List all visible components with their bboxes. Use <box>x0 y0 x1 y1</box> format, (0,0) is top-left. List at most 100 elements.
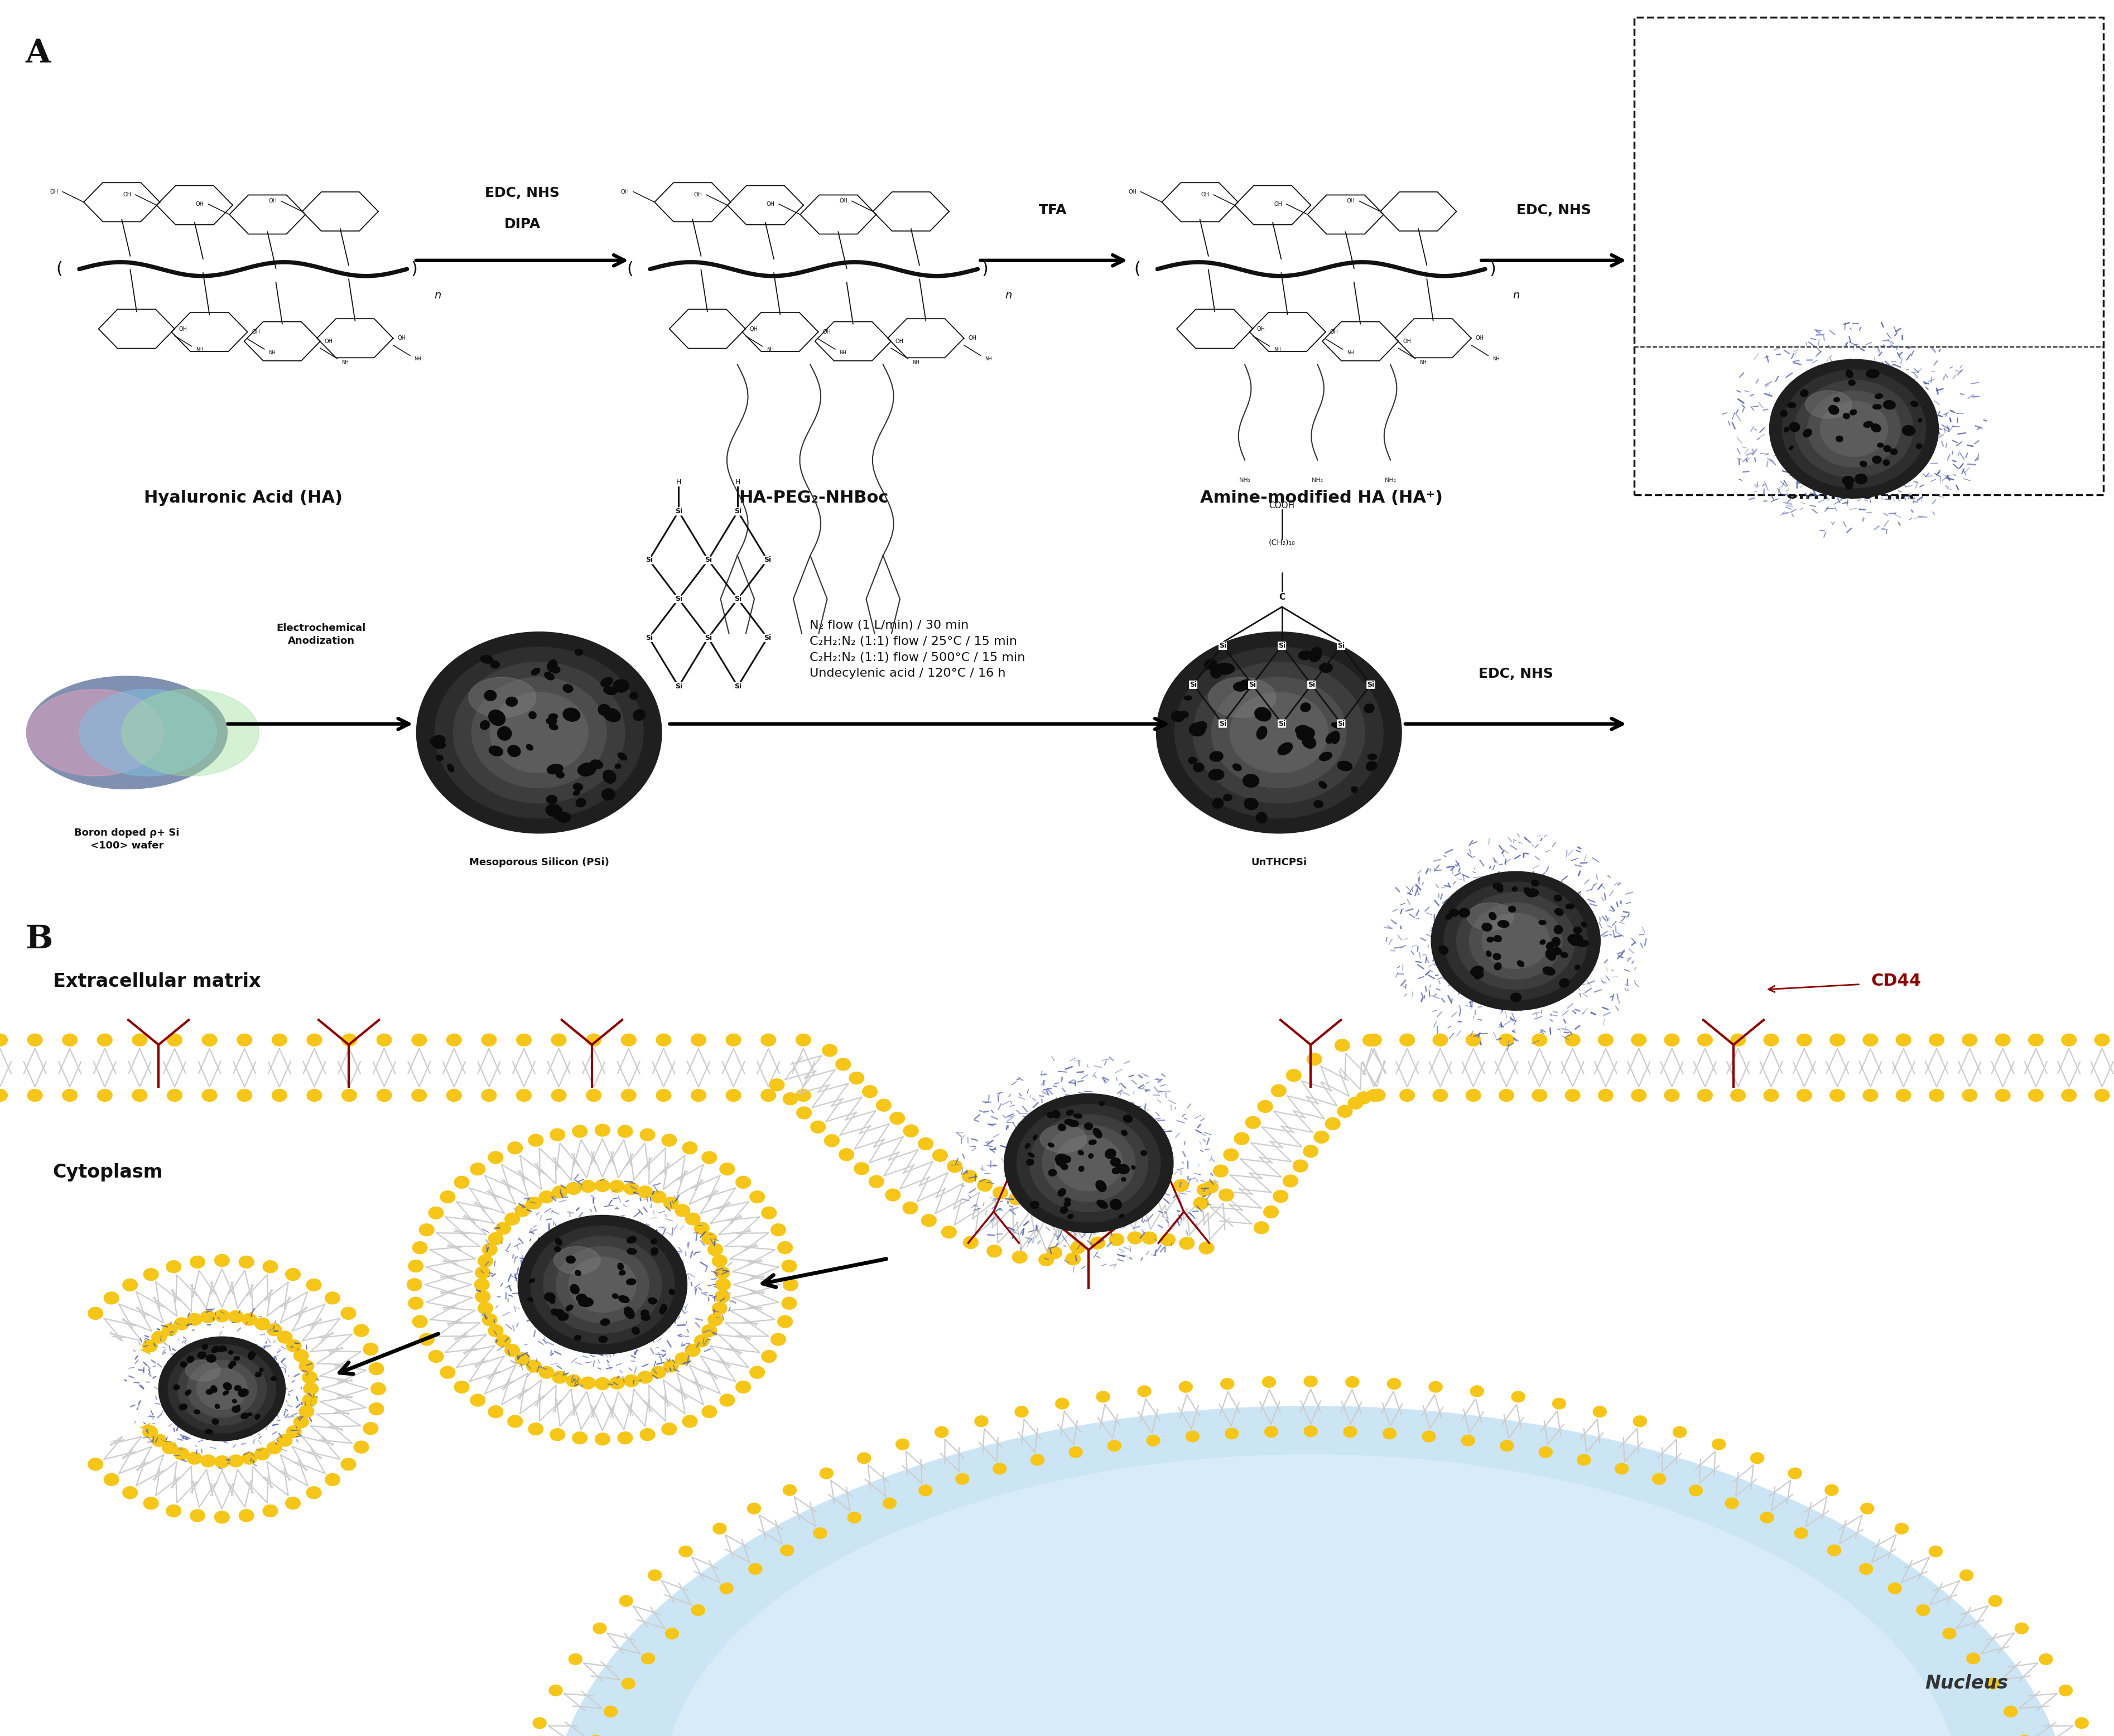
Circle shape <box>890 1113 905 1125</box>
Ellipse shape <box>435 755 444 760</box>
Circle shape <box>173 1318 188 1330</box>
Ellipse shape <box>1366 762 1376 771</box>
Circle shape <box>266 1323 281 1337</box>
Ellipse shape <box>228 1351 233 1354</box>
Ellipse shape <box>1446 915 1452 920</box>
Circle shape <box>285 1340 302 1352</box>
Circle shape <box>1334 1040 1349 1052</box>
Ellipse shape <box>1089 1153 1093 1158</box>
Ellipse shape <box>545 672 554 681</box>
Circle shape <box>455 1380 469 1394</box>
Ellipse shape <box>505 698 518 707</box>
Ellipse shape <box>598 1337 607 1342</box>
Circle shape <box>241 1451 258 1465</box>
Ellipse shape <box>1788 403 1797 408</box>
Text: n: n <box>435 290 442 300</box>
Ellipse shape <box>1884 460 1890 465</box>
Ellipse shape <box>556 771 564 778</box>
Circle shape <box>550 1686 562 1696</box>
Circle shape <box>298 1359 315 1373</box>
Circle shape <box>1731 1088 1746 1101</box>
Ellipse shape <box>1298 651 1313 660</box>
Ellipse shape <box>1131 1165 1135 1170</box>
Circle shape <box>795 1088 812 1101</box>
Ellipse shape <box>1197 722 1207 731</box>
Circle shape <box>452 661 626 804</box>
Circle shape <box>1533 1088 1547 1101</box>
Ellipse shape <box>1112 1168 1120 1174</box>
Circle shape <box>725 1035 740 1047</box>
Text: EDC, NHS: EDC, NHS <box>1478 667 1554 681</box>
Circle shape <box>370 1403 385 1415</box>
Circle shape <box>685 1344 700 1356</box>
Text: OH: OH <box>750 326 759 332</box>
Ellipse shape <box>1560 979 1569 988</box>
Circle shape <box>1097 1391 1110 1403</box>
Circle shape <box>586 1035 600 1047</box>
Ellipse shape <box>1884 446 1892 451</box>
Circle shape <box>440 1191 455 1203</box>
Text: NH: NH <box>1909 255 1915 260</box>
Ellipse shape <box>1055 1154 1068 1163</box>
Circle shape <box>617 1125 632 1137</box>
Circle shape <box>1987 1679 2000 1689</box>
Circle shape <box>285 1425 302 1437</box>
Circle shape <box>326 1292 340 1304</box>
Circle shape <box>408 1297 423 1309</box>
Text: TFA: TFA <box>1038 203 1068 217</box>
Ellipse shape <box>628 1236 636 1243</box>
Ellipse shape <box>1095 1180 1106 1191</box>
Circle shape <box>159 1337 285 1441</box>
Circle shape <box>896 1439 909 1450</box>
Circle shape <box>435 648 643 818</box>
Circle shape <box>1423 1430 1435 1443</box>
Ellipse shape <box>575 1335 581 1340</box>
Circle shape <box>956 1474 968 1484</box>
Circle shape <box>1632 1035 1647 1047</box>
Text: Si: Si <box>704 634 712 641</box>
Circle shape <box>778 1316 793 1328</box>
Ellipse shape <box>1518 960 1524 967</box>
Circle shape <box>133 1088 148 1101</box>
Circle shape <box>27 1088 42 1101</box>
Text: NH: NH <box>1492 356 1499 361</box>
Circle shape <box>835 1059 850 1071</box>
Text: ): ) <box>412 260 419 278</box>
Circle shape <box>1860 1564 1873 1575</box>
Text: OH: OH <box>1347 198 1355 203</box>
Ellipse shape <box>1192 762 1205 773</box>
Circle shape <box>778 1241 793 1253</box>
Circle shape <box>712 1302 727 1314</box>
Ellipse shape <box>1486 951 1490 957</box>
Text: DIPA: DIPA <box>503 217 541 231</box>
Circle shape <box>1465 1088 1480 1101</box>
Circle shape <box>1349 1097 1364 1109</box>
Circle shape <box>1399 1035 1414 1047</box>
Circle shape <box>1213 1165 1228 1177</box>
Circle shape <box>702 1233 717 1245</box>
Circle shape <box>1634 1417 1647 1427</box>
Ellipse shape <box>1277 743 1292 755</box>
Ellipse shape <box>1867 370 1879 378</box>
Text: NH: NH <box>1994 264 2000 269</box>
Text: NH: NH <box>268 351 275 356</box>
Ellipse shape <box>1554 925 1562 934</box>
Circle shape <box>858 1453 871 1463</box>
Circle shape <box>814 1528 827 1538</box>
Ellipse shape <box>528 712 537 719</box>
Ellipse shape <box>180 1404 188 1410</box>
Ellipse shape <box>230 1361 237 1366</box>
Circle shape <box>624 1182 638 1194</box>
Circle shape <box>1761 1512 1774 1522</box>
Circle shape <box>1894 1522 1909 1535</box>
Ellipse shape <box>224 1382 233 1391</box>
Circle shape <box>1594 1406 1607 1417</box>
Circle shape <box>152 1434 167 1446</box>
Text: Si: Si <box>1220 720 1226 727</box>
Circle shape <box>666 1628 679 1639</box>
Circle shape <box>651 1366 666 1378</box>
Circle shape <box>1966 1653 1981 1665</box>
Circle shape <box>419 1224 433 1236</box>
Ellipse shape <box>247 1413 252 1417</box>
Text: N₂ flow (1 L/min) / 30 min
C₂H₂:N₂ (1:1) flow / 25°C / 15 min
C₂H₂:N₂ (1:1) flow: N₂ flow (1 L/min) / 30 min C₂H₂:N₂ (1:1)… <box>810 620 1025 679</box>
